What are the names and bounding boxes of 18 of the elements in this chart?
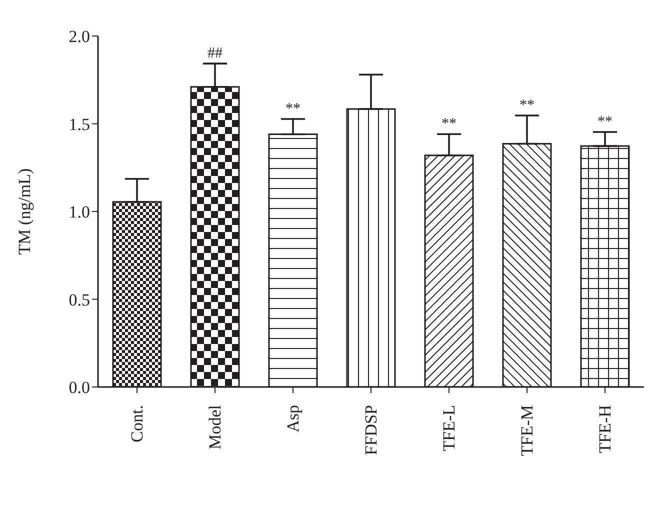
y-tick-label: 0.0 (68, 378, 90, 398)
annotation: ** (286, 101, 300, 118)
x-tick-label: Model (206, 404, 224, 450)
x-tick-label: TFE-M (518, 405, 536, 456)
x-tick-label: TFE-H (596, 405, 614, 454)
annotation: ## (208, 46, 223, 62)
y-tick-label: 1.0 (68, 202, 90, 222)
x-tick-label: TFE-L (440, 405, 458, 452)
y-tick-label: 1.5 (68, 114, 90, 134)
annotation: ** (442, 116, 456, 132)
x-tick-label: Cont. (128, 405, 146, 442)
x-tick-label: Asp (284, 405, 302, 432)
y-tick-label: 0.5 (68, 290, 90, 310)
y-axis-title: TM (ng/mL) (15, 168, 34, 255)
annotation: ** (520, 98, 534, 114)
y-tick-label: 2.0 (68, 27, 90, 46)
x-tick-label: FFDSP (362, 405, 380, 456)
annotation: ** (598, 114, 612, 130)
